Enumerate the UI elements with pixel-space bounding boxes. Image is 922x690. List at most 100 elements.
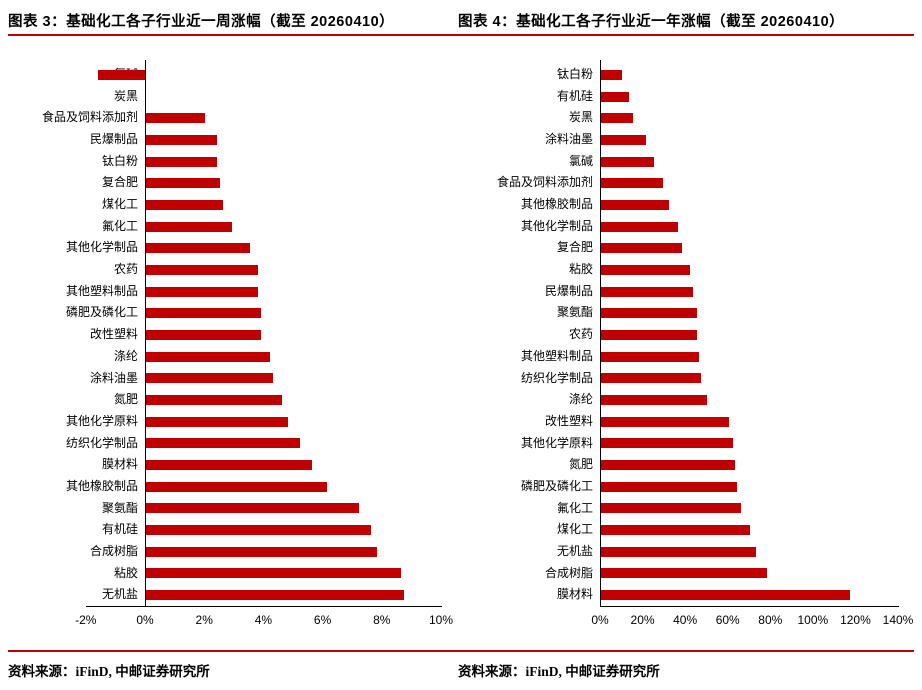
category-label: 炭黑 [568,110,593,125]
category-label: 其他橡胶制品 [520,197,593,212]
category-label: 有机硅 [556,88,593,103]
category-label: 氟化工 [556,500,593,515]
category-label: 其他化学制品 [520,218,593,233]
x-axis-tick-label: 0% [591,613,609,627]
bar [146,438,300,449]
bar [601,351,699,362]
x-axis-line [85,606,442,607]
bar [146,308,262,319]
category-label: 其他化学制品 [65,240,138,255]
category-label: 合成树脂 [89,543,138,558]
yearly-change-bar-chart: 钛白粉 有机硅 炭黑 涂料油墨 氯碱 食品及饲料添加剂 其他橡胶制品 其他化学制品 复合肥 粘胶民… [462,54,913,639]
bar [601,546,757,557]
category-label: 其他橡胶制品 [65,478,138,493]
bar [146,590,404,601]
bar [146,503,360,514]
category-label: 民爆制品 [544,283,593,298]
bar [601,481,738,492]
y-axis-line [145,60,146,606]
category-label: 膜材料 [556,587,593,602]
category-label: 粘胶 [568,262,593,277]
bar [601,438,733,449]
category-label: 其他塑料制品 [520,348,593,363]
category-label: 改性塑料 [544,413,593,428]
bar [601,156,655,167]
bar [146,286,259,297]
bar [601,91,629,102]
bar [146,221,232,232]
category-label: 其他塑料制品 [65,283,138,298]
category-label: 民爆制品 [89,132,138,147]
source-note-left: 资料来源：iFinD, 中邮证券研究所 [8,660,210,680]
category-label: 无机盐 [101,587,138,602]
x-axis-tick-label: 0% [136,613,154,627]
x-axis-tick-label: 140% [882,613,914,627]
category-label: 氮肥 [113,392,138,407]
chart-title-weekly: 图表 3：基础化工各子行业近一周涨幅（截至 20260410） [8,14,395,30]
category-label: 纺织化学制品 [65,435,138,450]
bar [146,113,206,124]
bar [601,243,682,254]
bar [601,69,623,80]
x-axis-tick-label: -2% [75,613,97,627]
category-label: 纺织化学制品 [520,370,593,385]
bar [601,395,708,406]
category-label: 氯碱 [568,153,593,168]
category-label: 食品及饲料添加剂 [496,175,593,190]
category-label: 氮肥 [568,457,593,472]
bar [146,481,327,492]
bar [601,503,742,514]
bar [601,330,697,340]
bar [601,308,697,319]
bar [601,416,729,427]
bar [601,525,750,536]
bar [146,351,271,362]
category-label: 聚氨酯 [556,305,593,320]
x-axis-tick-label: 8% [373,613,391,627]
y-axis-line [600,60,601,606]
category-label: 农药 [113,262,138,277]
bar [601,568,768,579]
x-axis-tick-label: 10% [428,613,454,627]
category-label: 聚氨酯 [101,500,138,515]
category-label: 其他化学原料 [65,413,138,428]
category-label: 涂料油墨 [89,370,138,385]
bar [146,546,377,557]
bar [146,199,223,210]
bar [146,568,401,579]
x-axis-tick-label: 4% [254,613,273,627]
bar [97,69,145,80]
bar [601,134,646,145]
category-label: 钛白粉 [101,153,138,168]
bar [146,416,289,427]
x-axis-tick-label: 40% [673,613,698,627]
weekly-change-bar-chart: 氯碱炭黑食品及饲料添加剂民爆制品钛白粉复合肥煤化工氟化工其他化学制品农药其他塑料… [8,54,453,639]
bar [601,373,702,384]
category-label: 有机硅 [101,522,138,537]
category-label: 磷肥及磷化工 [65,305,138,320]
category-label: 炭黑 [113,88,138,103]
category-label: 复合肥 [101,175,138,190]
category-label: 磷肥及磷化工 [520,478,593,493]
x-axis-line [600,606,899,607]
bar [601,264,691,275]
category-label: 食品及饲料添加剂 [41,110,138,125]
bar [146,156,218,167]
bar [601,178,663,189]
bar [146,395,283,406]
category-label: 涂料油墨 [544,132,593,147]
source-label: 资料来源： [8,664,76,679]
x-axis-tick-label: 80% [758,613,783,627]
category-label: 粘胶 [113,565,138,580]
bar [601,460,736,471]
category-label: 煤化工 [556,522,593,537]
bar [601,590,851,601]
category-label: 其他化学原料 [520,435,593,450]
bar [601,199,670,210]
x-axis-tick-label: 2% [195,613,213,627]
chart-title-yearly: 图表 4：基础化工各子行业近一年涨幅（截至 20260410） [458,14,845,30]
category-label: 涤纶 [568,392,593,407]
category-label: 农药 [568,327,593,342]
category-label: 涤纶 [113,348,138,363]
